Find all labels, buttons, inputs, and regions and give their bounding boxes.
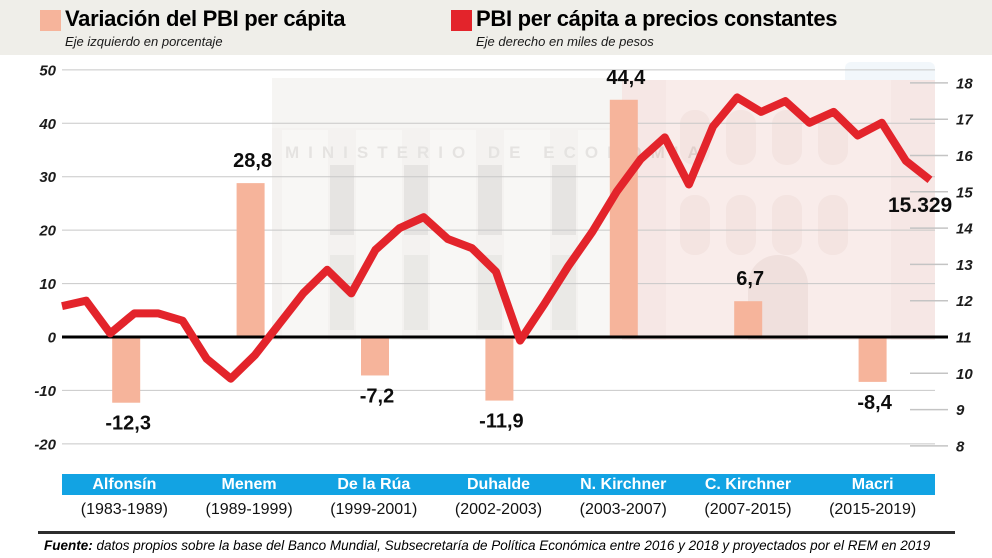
- right-axis-label-17: 17: [956, 112, 973, 129]
- pbi-swatch-icon: [451, 10, 472, 31]
- variation-bar-value-4: -11,9: [479, 411, 523, 433]
- president-label-2: Menem: [221, 475, 277, 493]
- legend-pbi: PBI per cápita a precios constantes Eje …: [451, 0, 991, 55]
- variation-bar-1: [112, 337, 141, 403]
- variation-bar-value-3: -7,2: [360, 385, 394, 407]
- right-axis-label-8: 8: [956, 438, 965, 455]
- president-label-3: De la Rúa: [337, 475, 411, 493]
- president-label-5: N. Kirchner: [580, 475, 667, 493]
- right-axis-label-14: 14: [956, 221, 973, 238]
- right-axis-label-9: 9: [956, 402, 965, 419]
- left-axis-label-0: 0: [48, 330, 57, 347]
- right-axis-ticks: [910, 82, 948, 447]
- president-period-6: (2007-2015): [704, 501, 792, 518]
- pbi-per-capita-line: [61, 93, 933, 383]
- variation-bar-value-2: 28,8: [233, 150, 272, 172]
- legend-variation-title: Variación del PBI per cápita: [65, 6, 346, 31]
- variation-bar-4: [485, 337, 514, 401]
- president-label-6: C. Kirchner: [704, 475, 792, 493]
- variation-bar-7: [858, 337, 887, 382]
- variation-bar-3: [361, 337, 389, 376]
- background-ministry-photo: MINISTERIO DE ECONOMIA: [272, 78, 709, 340]
- chart: MINISTERIO DE ECONOMIA 15.329 -12,328,8-…: [34, 62, 973, 455]
- left-axis-label-40: 40: [38, 116, 56, 133]
- variation-bar-value-7: -8,4: [857, 392, 892, 414]
- left-axis-labels: 50 40 30 20 10 0 -10 -20: [34, 62, 56, 453]
- variation-bar-5: [609, 99, 638, 337]
- ministry-facade-text: MINISTERIO DE ECONOMIA: [285, 143, 709, 162]
- legend-variation-subtitle: Eje izquierdo en porcentaje: [65, 34, 223, 49]
- legend-variation: Variación del PBI per cápita Eje izquier…: [40, 0, 450, 55]
- legend-strip: Variación del PBI per cápita Eje izquier…: [0, 0, 992, 55]
- variation-bar-6: [734, 301, 763, 337]
- left-axis-label-10: 10: [39, 276, 56, 293]
- right-axis-label-16: 16: [956, 148, 973, 165]
- right-axis-label-11: 11: [956, 330, 972, 347]
- legend-pbi-title: PBI per cápita a precios constantes: [476, 6, 838, 31]
- right-axis-label-10: 10: [956, 366, 973, 383]
- variation-bars: [112, 99, 887, 403]
- president-label-4: Duhalde: [466, 475, 531, 493]
- left-axis-label--10: -10: [34, 383, 56, 400]
- variation-bar-value-1: -12,3: [105, 413, 151, 435]
- president-period-5: (2003-2007): [579, 501, 667, 518]
- source-text: datos propios sobre la base del Banco Mu…: [92, 538, 931, 553]
- left-axis-label-20: 20: [38, 223, 56, 240]
- right-axis-label-15: 15: [956, 184, 973, 201]
- right-axis-label-18: 18: [956, 75, 973, 92]
- pbi-line-end-value: 15.329: [888, 194, 952, 217]
- variation-bar-2: [236, 183, 265, 337]
- president-label-1: Alfonsín: [92, 475, 157, 493]
- president-years-row: (1983-1989) (1989-1999) (1999-2001) (2002-2…: [62, 499, 935, 521]
- president-period-2: (1989-1999): [205, 501, 293, 518]
- president-period-7: (2015-2019): [829, 501, 917, 518]
- president-label-7: Macri: [851, 475, 894, 493]
- president-period-3: (1999-2001): [330, 501, 418, 518]
- value-labels: -12,3 28,8 -7,2 -11,9 44,4 6,7 -8,4: [105, 67, 892, 435]
- right-axis-label-12: 12: [956, 293, 973, 310]
- right-axis-label-13: 13: [956, 257, 973, 274]
- president-band: Alfonsín Menem De la Rúa Duhalde N. Kirchner…: [62, 474, 935, 495]
- left-axis-label--20: -20: [34, 436, 56, 453]
- pbi-line: 15.329: [61, 93, 952, 383]
- legend-pbi-subtitle: Eje derecho en miles de pesos: [476, 34, 654, 49]
- variation-bar-value-5: 44,4: [606, 67, 646, 89]
- left-axis-label-50: 50: [39, 62, 56, 79]
- left-axis-label-30: 30: [39, 169, 56, 186]
- source-label: Fuente:: [44, 538, 93, 553]
- right-axis-labels: 18 17 16 15 14 13 12 11 10 9 8: [956, 75, 973, 455]
- president-period-1: (1983-1989): [80, 501, 168, 518]
- source-line: Fuente: datos propios sobre la base del …: [44, 538, 974, 553]
- variation-bar-value-6: 6,7: [736, 268, 764, 290]
- variation-swatch-icon: [40, 10, 61, 31]
- footer-rule: [38, 531, 955, 534]
- president-period-4: (2002-2003): [454, 501, 543, 518]
